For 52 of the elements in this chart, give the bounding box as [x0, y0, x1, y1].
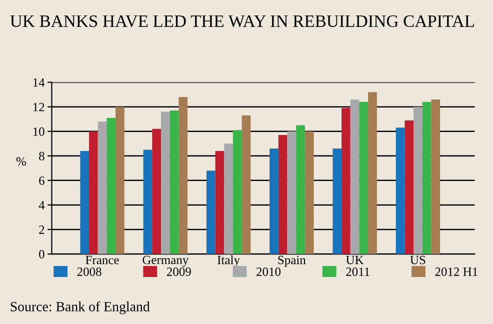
y-tick-label: 8: [39, 152, 44, 160]
legend-label: 2010: [256, 268, 281, 276]
bar: [152, 128, 161, 254]
bar: [178, 97, 188, 254]
legend-label: 2012 H1: [435, 268, 478, 276]
bar: [224, 144, 233, 254]
x-tick-label: France: [86, 256, 119, 264]
bar: [396, 128, 405, 254]
legend-label: 2011: [346, 268, 370, 276]
bar: [350, 99, 360, 254]
y-tick-label: 14: [33, 78, 45, 87]
bar: [270, 148, 278, 254]
x-tick-label: Italy: [218, 255, 240, 267]
bar: [215, 150, 224, 254]
bar: [98, 122, 107, 254]
bar: [342, 108, 350, 254]
bar: [170, 110, 179, 254]
bar: [106, 118, 116, 254]
bar: [278, 135, 288, 254]
y-tick-label: 12: [33, 102, 44, 112]
x-tick-label: Germany: [142, 256, 189, 267]
y-tick-label: 0: [39, 250, 44, 258]
bar: [160, 112, 170, 254]
bar: [296, 125, 305, 254]
bar: [304, 131, 314, 254]
bar: [359, 102, 368, 254]
bar: [242, 115, 251, 254]
legend-label: 2009: [166, 268, 191, 276]
y-tick-label: 6: [39, 176, 44, 185]
bar: [232, 130, 242, 254]
bar: [80, 150, 90, 254]
bar: [422, 102, 432, 254]
bar: [404, 120, 414, 254]
bar: [287, 131, 296, 254]
y-axis-title: %: [16, 157, 26, 166]
x-tick-label: US: [410, 256, 426, 264]
bar: [414, 106, 422, 254]
bar: [206, 170, 216, 254]
y-tick-label: 10: [33, 127, 44, 136]
source-note: Source: Bank of England: [10, 301, 150, 314]
x-tick-label: Spain: [278, 256, 306, 267]
bar: [368, 92, 377, 254]
legend-label: 2008: [77, 268, 102, 276]
bar: [116, 106, 124, 254]
bar: [143, 150, 152, 254]
chart-title: UK BANKS HAVE LED THE WAY IN REBUILDING CAPITAL: [10, 15, 474, 28]
bar: [89, 131, 98, 254]
x-tick-label: UK: [346, 256, 364, 264]
bar: [332, 148, 342, 254]
y-tick-label: 2: [39, 226, 44, 234]
bar: [431, 99, 440, 254]
y-tick-label: 4: [38, 201, 45, 210]
